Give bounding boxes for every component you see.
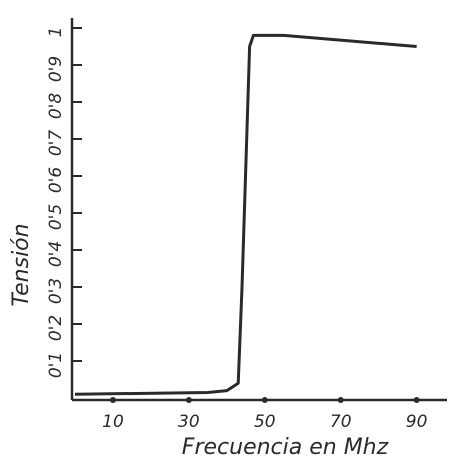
x-tick: [337, 397, 344, 403]
x-tick-label: 30: [178, 412, 200, 432]
y-tick-label: 0'9: [46, 56, 66, 82]
x-tick: [261, 397, 268, 403]
y-tick-label: 0'7: [46, 130, 66, 156]
x-tick: [413, 397, 420, 403]
y-tick-label: 0'1: [46, 352, 66, 378]
y-tick-label: 1: [46, 27, 66, 38]
y-tick-label: 0'3: [46, 278, 66, 304]
x-tick: [109, 397, 116, 403]
y-axis-label: Tensión: [9, 223, 34, 306]
x-tick: [185, 397, 192, 403]
y-tick-label: 0'5: [46, 204, 66, 230]
y-tick-label: 0'8: [46, 93, 66, 119]
y-tick-label: 0'2: [46, 315, 66, 341]
y-tick-label: 0'4: [46, 241, 66, 267]
data-line: [74, 33, 417, 396]
x-axis-label: Frecuencia en Mhz: [182, 435, 389, 460]
x-tick-label: 50: [254, 412, 276, 432]
x-tick-label: 70: [330, 412, 352, 432]
x-tick-label: 10: [102, 412, 124, 432]
x-tick-label: 90: [406, 412, 428, 432]
y-tick-label: 0'6: [46, 167, 66, 193]
